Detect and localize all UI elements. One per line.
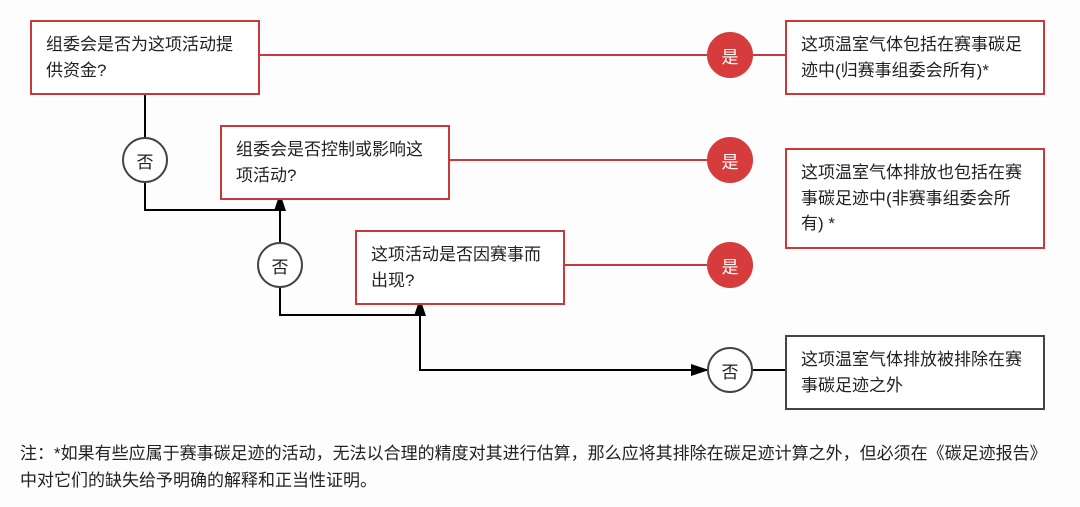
question-2-text: 组委会是否控制或影响这项活动? <box>236 140 423 185</box>
no-label: 否 <box>272 253 289 278</box>
yes-label: 是 <box>722 43 739 68</box>
question-1-text: 组委会是否为这项活动提供资金? <box>46 35 233 80</box>
footnote-text: 注：*如果有些应属于赛事碳足迹的活动，无法以合理的精度对其进行估算，那么应将其排… <box>20 444 1047 490</box>
no-circle-1: 否 <box>122 137 168 183</box>
question-2-control: 组委会是否控制或影响这项活动? <box>220 125 450 200</box>
yes-label: 是 <box>722 148 739 173</box>
outcome-excluded: 这项温室气体排放被排除在赛事碳足迹之外 <box>785 335 1045 410</box>
yes-label: 是 <box>722 253 739 278</box>
no-circle-3: 否 <box>707 347 753 393</box>
outcome-included-owned: 这项温室气体包括在赛事碳足迹中(归赛事组委会所有)* <box>785 20 1045 95</box>
yes-circle-2: 是 <box>707 137 753 183</box>
question-3-due-to-event: 这项活动是否因赛事而出现? <box>355 230 565 305</box>
outcome-included-not-owned: 这项温室气体排放也包括在赛事碳足迹中(非赛事组委会所有) * <box>785 148 1045 249</box>
question-1-funding: 组委会是否为这项活动提供资金? <box>30 20 260 95</box>
no-label: 否 <box>722 358 739 383</box>
question-3-text: 这项活动是否因赛事而出现? <box>371 245 541 290</box>
yes-circle-1: 是 <box>707 32 753 78</box>
flowchart-canvas: 组委会是否为这项活动提供资金? 组委会是否控制或影响这项活动? 这项活动是否因赛… <box>0 0 1080 507</box>
footnote: 注：*如果有些应属于赛事碳足迹的活动，无法以合理的精度对其进行估算，那么应将其排… <box>20 440 1060 494</box>
outcome-1-text: 这项温室气体包括在赛事碳足迹中(归赛事组委会所有)* <box>801 35 1022 80</box>
no-label: 否 <box>137 148 154 173</box>
outcome-3-text: 这项温室气体排放被排除在赛事碳足迹之外 <box>801 350 1022 395</box>
no-circle-2: 否 <box>257 242 303 288</box>
outcome-2-text: 这项温室气体排放也包括在赛事碳足迹中(非赛事组委会所有) * <box>801 163 1022 233</box>
yes-circle-3: 是 <box>707 242 753 288</box>
